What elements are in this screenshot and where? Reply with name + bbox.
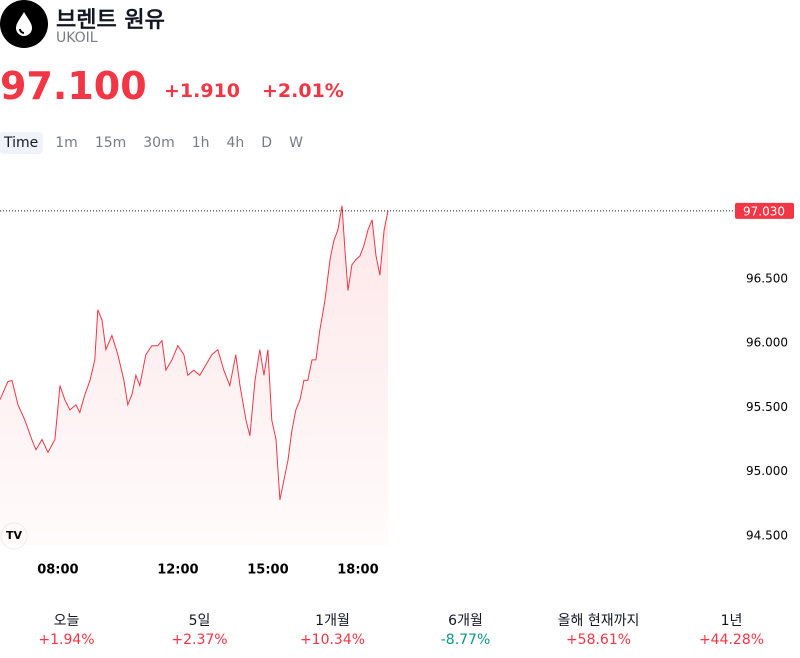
period: 5일 <box>188 613 211 629</box>
timeframe-tab[interactable]: Time <box>0 132 44 154</box>
area-fill <box>0 205 388 545</box>
y-tick-label: 94.500 <box>746 528 788 542</box>
y-tick-label: 96.000 <box>746 336 788 350</box>
x-tick-label: 18:00 <box>337 563 378 578</box>
symbol: UKOIL <box>56 30 98 46</box>
period: 6개월 <box>448 613 483 629</box>
timeframe-tab[interactable]: 30m <box>143 135 175 151</box>
timeframe-tab[interactable]: W <box>289 135 303 151</box>
timeframe-tab[interactable]: 1h <box>191 135 210 151</box>
period-change: +1.94% <box>38 632 95 648</box>
y-tick-label: 95.000 <box>746 464 788 478</box>
price-line <box>0 205 389 500</box>
timeframe-tab[interactable]: 15m <box>94 135 127 151</box>
y-tick-label: 95.500 <box>746 400 788 414</box>
timeframe-tab[interactable]: 1m <box>55 135 78 151</box>
performance-item[interactable]: 올해 현재까지 +58.61% <box>532 610 665 648</box>
change: +1.910 <box>164 80 241 102</box>
symbol-icon <box>0 0 48 48</box>
performance-item[interactable]: 5일 +2.37% <box>133 610 266 648</box>
period: 오늘 <box>53 613 80 629</box>
x-tick-label: 15:00 <box>247 563 288 578</box>
period-change: -8.77% <box>440 632 491 648</box>
x-tick-label: 12:00 <box>157 563 198 578</box>
last-price-box <box>735 202 794 219</box>
price: 97.100 <box>0 64 147 108</box>
timeframe-tab[interactable]: D <box>261 135 273 151</box>
performance-item[interactable]: 6개월 -8.77% <box>399 610 532 648</box>
drop-icon <box>16 12 32 36</box>
y-tick-label: 96.500 <box>746 271 788 285</box>
period: 올해 현재까지 <box>557 613 640 629</box>
timeframe-tab[interactable]: 4h <box>226 135 245 151</box>
x-tick-label: 08:00 <box>37 563 78 578</box>
period: 1년 <box>720 613 743 629</box>
timeframe-tabs: Time 1m 15m 30m 1h 4h D W <box>0 132 315 154</box>
period-change: +10.34% <box>299 632 366 648</box>
performance-item[interactable]: 오늘 +1.94% <box>0 610 133 648</box>
last-price-label: 97.030 <box>743 204 785 218</box>
period-change: +44.28% <box>698 632 765 648</box>
chart: TV 94.50095.00095.50096.00096.50008:0012… <box>0 202 794 578</box>
performance-item[interactable]: 1개월 +10.34% <box>266 610 399 648</box>
period: 1개월 <box>315 613 350 629</box>
period-change: +58.61% <box>565 632 632 648</box>
performance-item[interactable]: 1년 +44.28% <box>665 610 798 648</box>
title: 브렌트 원유 <box>56 8 165 33</box>
change-pct: +2.01% <box>262 80 344 102</box>
period-change: +2.37% <box>171 632 228 648</box>
